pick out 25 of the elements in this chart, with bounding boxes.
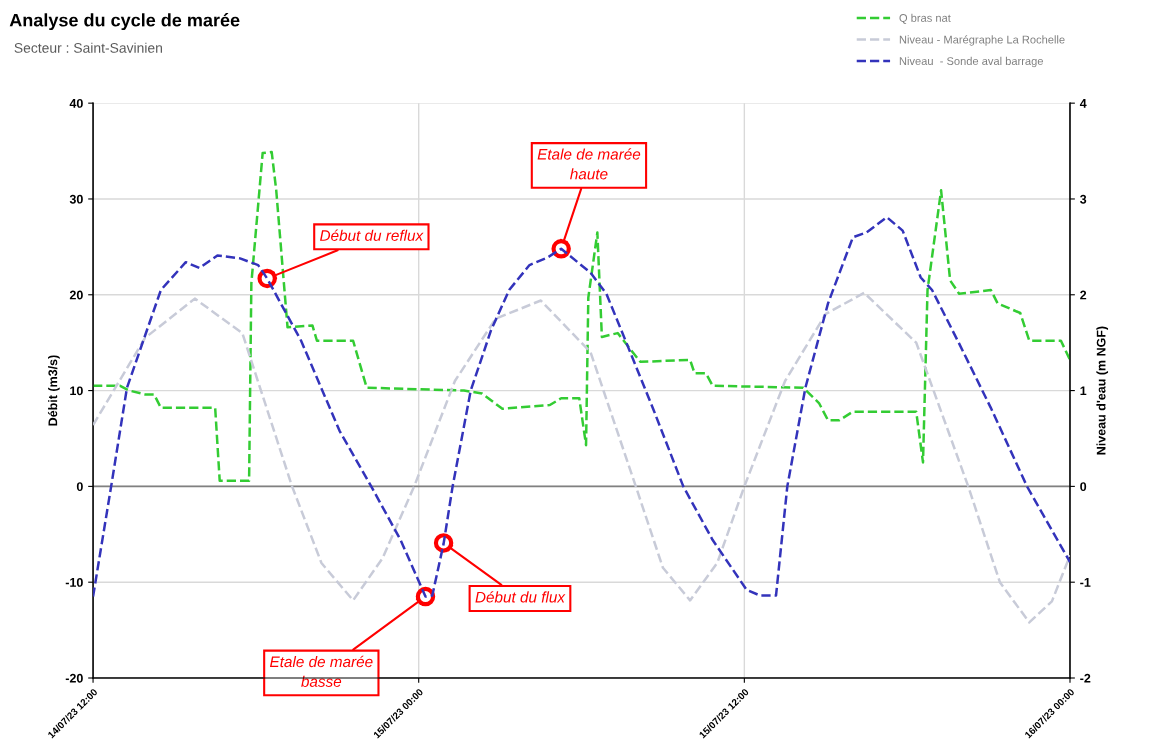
chart-title: Analyse du cycle de marée xyxy=(9,13,240,31)
y2-tick-label: 2 xyxy=(1080,290,1087,300)
y-tick-label: 0 xyxy=(76,482,83,492)
y-tick-label: 30 xyxy=(69,194,83,204)
y-tick-label: 40 xyxy=(69,98,83,108)
y-tick-label: 20 xyxy=(69,290,83,300)
legend-label: Q bras nat xyxy=(899,13,951,24)
y2-tick-label: -2 xyxy=(1080,673,1091,683)
legend-label: Niveau - Sonde aval barrage xyxy=(899,56,1043,68)
legend-label: Niveau - Marégraphe La Rochelle xyxy=(899,35,1065,46)
y2-tick-label: -1 xyxy=(1080,578,1091,587)
y-tick-label: -10 xyxy=(65,578,83,587)
y2-tick-label: 0 xyxy=(1080,482,1087,492)
annotation: Début du flux xyxy=(475,591,566,603)
annotation: Début du reflux xyxy=(320,229,424,241)
y2-tick-label: 1 xyxy=(1080,386,1087,396)
y2-tick-label: 3 xyxy=(1080,194,1087,204)
annotation: Etale de marée basse xyxy=(269,655,373,687)
y-tick-label: -20 xyxy=(65,673,83,683)
chart-subtitle: Secteur : Saint-Savinien xyxy=(14,42,162,53)
annotation: Etale de marée haute xyxy=(537,148,641,180)
y2-axis-title: Niveau d'eau (m NGF) xyxy=(1096,326,1109,455)
y2-tick-label: 4 xyxy=(1079,99,1087,108)
y-axis-title: Débit (m3/s) xyxy=(47,355,60,426)
y-tick-label: 10 xyxy=(70,386,83,396)
